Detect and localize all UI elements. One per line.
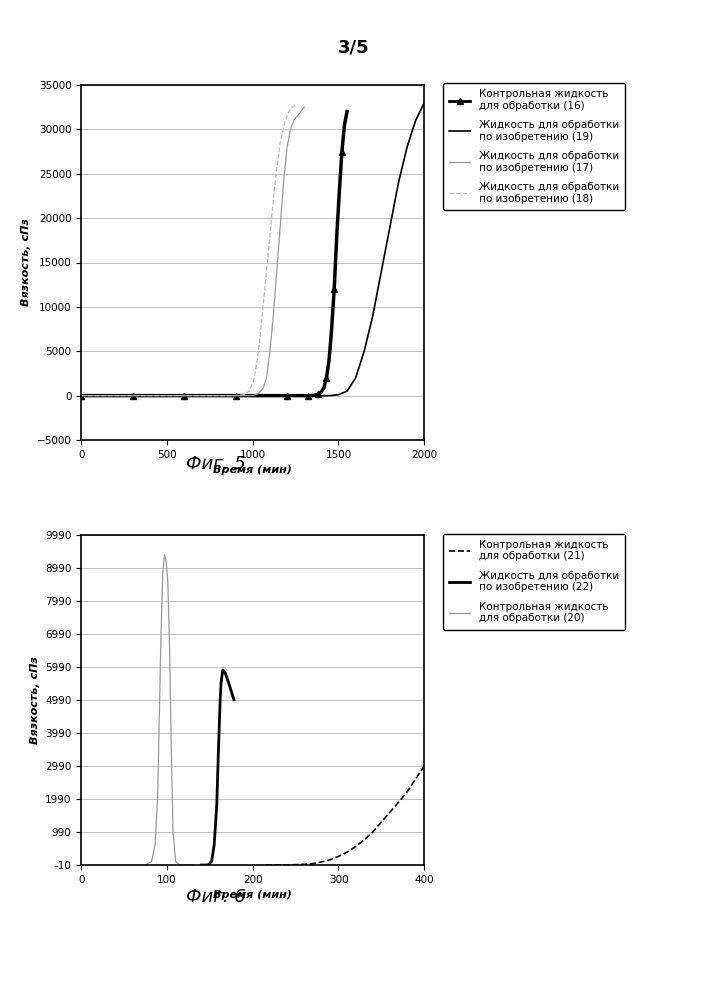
Legend: Контрольная жидкость
для обработки (16), Жидкость для обработки
по изобретению (: Контрольная жидкость для обработки (16),… xyxy=(443,83,625,210)
X-axis label: Время (мин): Время (мин) xyxy=(214,465,292,475)
Text: 3/5: 3/5 xyxy=(338,38,369,56)
Text: Фиг. 6: Фиг. 6 xyxy=(186,888,245,906)
Legend: Контрольная жидкость
для обработки (21), Жидкость для обработки
по изобретению (: Контрольная жидкость для обработки (21),… xyxy=(443,534,625,630)
Text: Фиг. 5: Фиг. 5 xyxy=(186,455,245,473)
Y-axis label: Вязкость, сПз: Вязкость, сПз xyxy=(21,219,31,306)
X-axis label: Время (мин): Время (мин) xyxy=(214,890,292,900)
Y-axis label: Вязкость, сПз: Вязкость, сПз xyxy=(30,656,40,744)
